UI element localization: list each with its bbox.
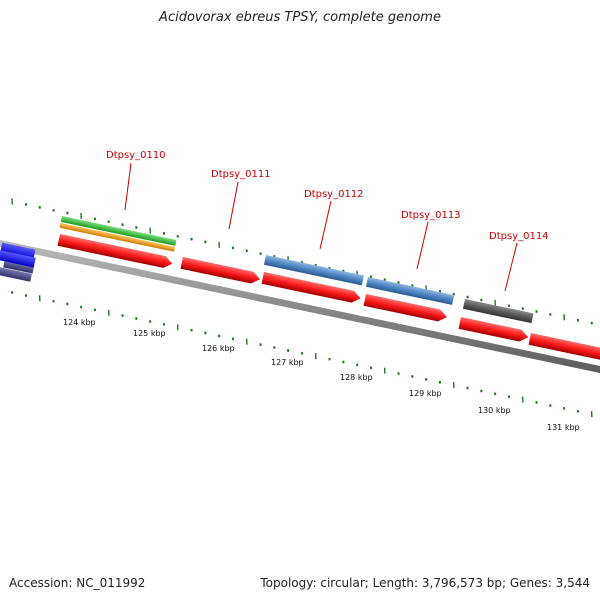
kbp-label-126: 126 kbp — [202, 344, 235, 353]
leader-0110 — [124, 162, 132, 211]
genome-backbone — [0, 240, 600, 373]
gene-label-0111: Dtpsy_0111 — [211, 169, 271, 180]
kbp-label-131: 131 kbp — [547, 423, 580, 432]
genome-title: Acidovorax ebreus TPSY, complete genome — [159, 10, 441, 25]
blue-feature-0113 — [365, 277, 455, 305]
leader-0112 — [319, 200, 332, 250]
purple-left-feature — [0, 263, 32, 282]
inner-tick-row — [11, 291, 593, 418]
strong-blue-left-feature — [0, 246, 36, 268]
cds-arrow-0111 — [180, 257, 261, 284]
cds-arrow-0113 — [363, 294, 447, 322]
kbp-label-129: 129 kbp — [409, 389, 442, 398]
kbp-label-125: 125 kbp — [133, 329, 166, 338]
orange-feature — [59, 222, 176, 252]
kbp-label-127: 127 kbp — [271, 358, 304, 367]
gray-feature-0114 — [462, 299, 534, 324]
green-feature — [60, 216, 177, 246]
accession-label: Accession: NC_011992 — [9, 576, 146, 590]
cds-arrow-0110 — [57, 234, 173, 268]
leader-0114 — [504, 242, 518, 292]
leader-0113 — [416, 221, 429, 270]
feature-layer — [0, 216, 600, 362]
purple-feature — [3, 259, 35, 274]
cds-arrow-0114 — [458, 317, 529, 342]
cds-arrow-0112 — [261, 272, 361, 303]
kbp-label-130: 130 kbp — [478, 406, 511, 415]
gene-label-0114: Dtpsy_0114 — [489, 231, 549, 242]
genome-summary: Topology: circular; Length: 3,796,573 bp… — [260, 576, 590, 590]
gene-label-leaders — [124, 162, 518, 292]
blue-feature-0112 — [263, 255, 364, 286]
gene-label-0113: Dtpsy_0113 — [401, 210, 461, 221]
kbp-label-124: 124 kbp — [63, 318, 96, 327]
kbp-label-128: 128 kbp — [340, 373, 373, 382]
leader-0111 — [228, 181, 239, 230]
gene-label-0110: Dtpsy_0110 — [106, 150, 166, 161]
cds-arrow-0115 — [528, 333, 600, 362]
gene-label-0112: Dtpsy_0112 — [304, 189, 364, 200]
